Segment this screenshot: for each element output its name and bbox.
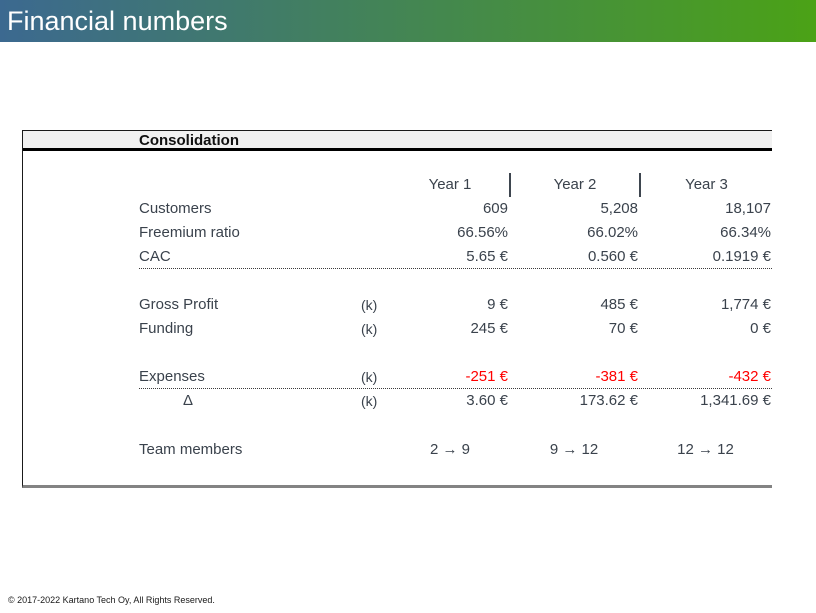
cell-year1: 66.56%	[457, 224, 508, 241]
cell-year1: 3.60 €	[466, 392, 508, 409]
column-header-year1: Year 1	[428, 176, 472, 193]
table-row-funding: Funding (k) 245 € 70 € 0 €	[139, 317, 772, 341]
unit-label: (k)	[361, 393, 378, 409]
unit-label: (k)	[361, 321, 378, 337]
empty-cell	[361, 173, 391, 197]
cell-year2: 173.62 €	[579, 392, 638, 409]
cell-year3: 1,341.69 €	[700, 392, 771, 409]
cell-year3: 0 €	[750, 320, 771, 337]
unit-label	[361, 197, 391, 221]
year-header-row: Year 1 Year 2 Year 3	[139, 173, 772, 197]
table-row-expenses: Expenses (k) -251 € -381 € -432 €	[139, 365, 772, 389]
table-row-gross-profit: Gross Profit (k) 9 € 485 € 1,774 €	[139, 293, 772, 317]
unit-label	[361, 438, 391, 462]
cell-year3: -432 €	[728, 368, 771, 385]
table-title: Consolidation	[139, 132, 239, 149]
cell-year3: 18,107	[725, 200, 771, 217]
empty-cell	[139, 173, 361, 197]
unit-label	[361, 221, 391, 245]
cell-year3: 12 → 12	[677, 441, 734, 458]
cell-year2: -381 €	[595, 368, 638, 385]
table-row-team-members: Team members 2 → 9 9 → 12 12 → 12	[139, 438, 772, 462]
cell-year1: 609	[482, 200, 508, 217]
table-body: Year 1 Year 2 Year 3 Customers 609 5,208…	[23, 173, 772, 462]
cell-year1: 2 → 9	[429, 441, 471, 458]
table-row-freemium-ratio: Freemium ratio 66.56% 66.02% 66.34%	[139, 221, 772, 245]
copyright-footer: © 2017-2022 Kartano Tech Oy, All Rights …	[8, 595, 215, 605]
cell-year2: 9 → 12	[549, 441, 599, 458]
cell-year2: 0.560 €	[587, 248, 638, 265]
unit-label: (k)	[361, 369, 378, 385]
column-header-year2: Year 2	[509, 173, 639, 197]
table-row-customers: Customers 609 5,208 18,107	[139, 197, 772, 221]
cell-year2: 5,208	[600, 200, 638, 217]
row-label: Funding	[139, 320, 194, 337]
unit-label	[361, 245, 391, 269]
slide-title-bar: Financial numbers	[0, 0, 816, 42]
row-label: Customers	[139, 200, 212, 217]
cell-year2: 485 €	[600, 296, 638, 313]
row-label: Freemium ratio	[139, 224, 240, 241]
row-label: CAC	[139, 248, 171, 265]
row-label: Gross Profit	[139, 296, 219, 313]
table-row-cac: CAC 5.65 € 0.560 € 0.1919 €	[139, 245, 772, 269]
cell-year2: 70 €	[608, 320, 638, 337]
row-label: Team members	[139, 441, 243, 458]
cell-year1: 245 €	[470, 320, 508, 337]
cell-year3: 1,774 €	[720, 296, 771, 313]
cell-year3: 0.1919 €	[712, 248, 771, 265]
table-header-strip: Consolidation	[23, 131, 772, 151]
column-header-year3: Year 3	[639, 173, 772, 197]
cell-year1: -251 €	[465, 368, 508, 385]
unit-label: (k)	[361, 297, 378, 313]
cell-year3: 66.34%	[720, 224, 771, 241]
cell-year1: 5.65 €	[466, 248, 508, 265]
cell-year2: 66.02%	[587, 224, 638, 241]
consolidation-table: Consolidation Year 1 Year 2 Year 3 Custo…	[22, 130, 772, 488]
row-label: Expenses	[139, 368, 205, 385]
cell-year1: 9 €	[487, 296, 508, 313]
table-row-delta: Δ (k) 3.60 € 173.62 € 1,341.69 €	[139, 389, 772, 413]
page-title: Financial numbers	[7, 6, 228, 36]
row-label: Δ	[183, 392, 194, 409]
